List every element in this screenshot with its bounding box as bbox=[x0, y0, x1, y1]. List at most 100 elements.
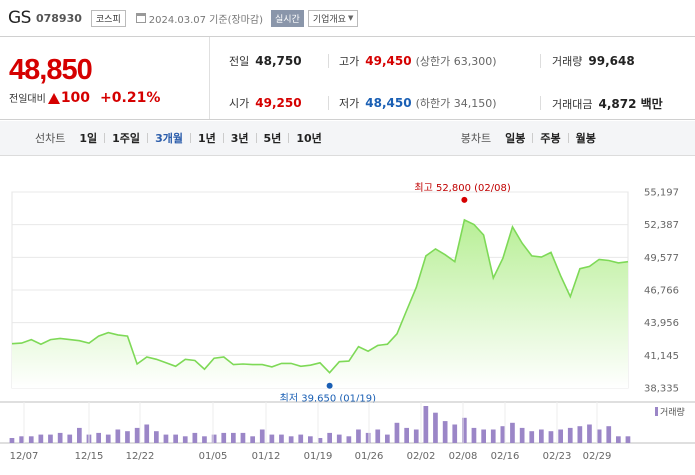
x-tick-label: 02/29 bbox=[583, 451, 612, 462]
divider bbox=[288, 133, 290, 143]
x-tick-label: 02/23 bbox=[543, 451, 572, 462]
divider bbox=[189, 133, 191, 143]
stat-value: 49,450 bbox=[365, 54, 412, 68]
divider bbox=[328, 96, 329, 110]
candle-monthly[interactable]: 월봉 bbox=[575, 132, 596, 145]
divider bbox=[328, 54, 329, 68]
y-tick-label: 46,766 bbox=[644, 286, 679, 297]
divider bbox=[567, 133, 569, 143]
price-summary: 48,850 전일대비 100 +0.21% 전일 48,750 고가 49,4… bbox=[0, 36, 695, 120]
volume-bar bbox=[192, 432, 198, 443]
stat-amount: 거래대금 4,872 백만 bbox=[552, 95, 663, 112]
stat-low: 저가 48,450 (하한가 34,150) bbox=[339, 95, 497, 111]
volume-bar bbox=[105, 434, 111, 443]
volume-bar bbox=[510, 422, 515, 443]
price-chart[interactable]: 최고 52,800 (02/08) 최저 39,650 (01/19) 55,19… bbox=[0, 156, 695, 475]
volume-bar bbox=[577, 426, 583, 443]
x-tick-label: 02/08 bbox=[449, 451, 478, 462]
divider bbox=[147, 133, 149, 143]
x-tick-label: 12/07 bbox=[10, 451, 39, 462]
volume-bar bbox=[375, 429, 381, 443]
volume-bar bbox=[413, 429, 419, 443]
volume-bar bbox=[9, 438, 15, 443]
volume-bar bbox=[356, 429, 361, 443]
stat-label: 저가 bbox=[339, 97, 360, 110]
triangle-up-icon bbox=[47, 92, 60, 104]
stat-value: 48,750 bbox=[255, 54, 302, 68]
volume-bar bbox=[625, 436, 631, 443]
y-tick-label: 52,387 bbox=[644, 220, 679, 231]
volume-bar bbox=[385, 434, 390, 443]
volume-bar bbox=[125, 431, 130, 443]
upper-limit: (상한가 63,300) bbox=[415, 55, 497, 68]
candle-weekly[interactable]: 주봉 bbox=[540, 132, 561, 145]
divider bbox=[222, 133, 224, 143]
x-tick-label: 02/16 bbox=[491, 451, 520, 462]
volume-bar bbox=[67, 434, 73, 443]
low-marker bbox=[326, 382, 333, 389]
volume-bar bbox=[115, 429, 121, 443]
stock-name: GS bbox=[8, 8, 31, 28]
volume-bar bbox=[548, 431, 554, 443]
volume-bar bbox=[336, 434, 342, 443]
period-1y[interactable]: 1년 bbox=[197, 132, 216, 145]
stat-value: 4,872 백만 bbox=[598, 97, 663, 111]
x-tick-label: 01/19 bbox=[304, 451, 333, 462]
volume-bar bbox=[211, 434, 217, 443]
volume-bar bbox=[317, 438, 323, 443]
volume-bar bbox=[452, 424, 458, 443]
volume-bar bbox=[346, 436, 352, 443]
volume-bar bbox=[539, 429, 544, 443]
realtime-button[interactable]: 실시간 bbox=[271, 9, 304, 27]
volume-bar bbox=[394, 422, 400, 443]
volume-bar bbox=[423, 406, 429, 443]
volume-bar bbox=[77, 427, 82, 443]
divider bbox=[540, 96, 541, 110]
stat-label: 시가 bbox=[229, 97, 250, 110]
stat-high: 고가 49,450 (상한가 63,300) bbox=[339, 53, 497, 69]
volume-bar bbox=[144, 424, 150, 443]
x-tick-label: 01/05 bbox=[199, 451, 228, 462]
volume-bar bbox=[606, 426, 612, 443]
period-5y[interactable]: 5년 bbox=[263, 132, 282, 145]
volume-bar bbox=[154, 431, 159, 443]
period-1d[interactable]: 1일 bbox=[79, 132, 98, 145]
volume-bar bbox=[269, 434, 275, 443]
stock-header: GS 078930 코스피 2024.03.07 기준(장마감) 실시간 기업개… bbox=[0, 0, 695, 36]
volume-bar bbox=[57, 432, 63, 443]
x-tick-label: 02/02 bbox=[407, 451, 436, 462]
volume-bar bbox=[173, 434, 178, 443]
change-row: 전일대비 100 +0.21% bbox=[9, 90, 160, 106]
y-tick-label: 41,145 bbox=[644, 351, 679, 362]
volume-bar bbox=[182, 436, 188, 443]
y-tick-label: 49,577 bbox=[644, 253, 679, 264]
volume-bar bbox=[221, 432, 227, 443]
stat-value: 99,648 bbox=[588, 54, 635, 68]
volume-bar bbox=[298, 434, 304, 443]
period-3y[interactable]: 3년 bbox=[230, 132, 249, 145]
low-annotation: 최저 39,650 (01/19) bbox=[280, 393, 376, 405]
volume-bar bbox=[404, 427, 409, 443]
period-3m[interactable]: 3개월 bbox=[155, 132, 183, 145]
volume-bar bbox=[134, 427, 140, 443]
volume-bar bbox=[471, 427, 477, 443]
price-line bbox=[11, 218, 629, 374]
volume-bar bbox=[279, 434, 284, 443]
volume-bar bbox=[231, 432, 236, 443]
volume-bar bbox=[442, 421, 448, 443]
volume-bar bbox=[616, 436, 621, 443]
stat-open: 시가 49,250 bbox=[229, 95, 302, 111]
volume-bar bbox=[96, 432, 101, 443]
x-tick-label: 12/15 bbox=[75, 451, 104, 462]
candle-daily[interactable]: 일봉 bbox=[505, 132, 526, 145]
period-10y[interactable]: 10년 bbox=[296, 132, 322, 145]
volume-bar bbox=[48, 434, 53, 443]
volume-bar bbox=[490, 429, 496, 443]
period-1w[interactable]: 1주일 bbox=[112, 132, 141, 145]
divider bbox=[532, 133, 534, 143]
volume-bar bbox=[240, 432, 246, 443]
volume-bar bbox=[202, 436, 207, 443]
volume-bar bbox=[28, 436, 34, 443]
company-overview-button[interactable]: 기업개요 ▼ bbox=[307, 9, 359, 27]
volume-bar bbox=[558, 429, 563, 443]
